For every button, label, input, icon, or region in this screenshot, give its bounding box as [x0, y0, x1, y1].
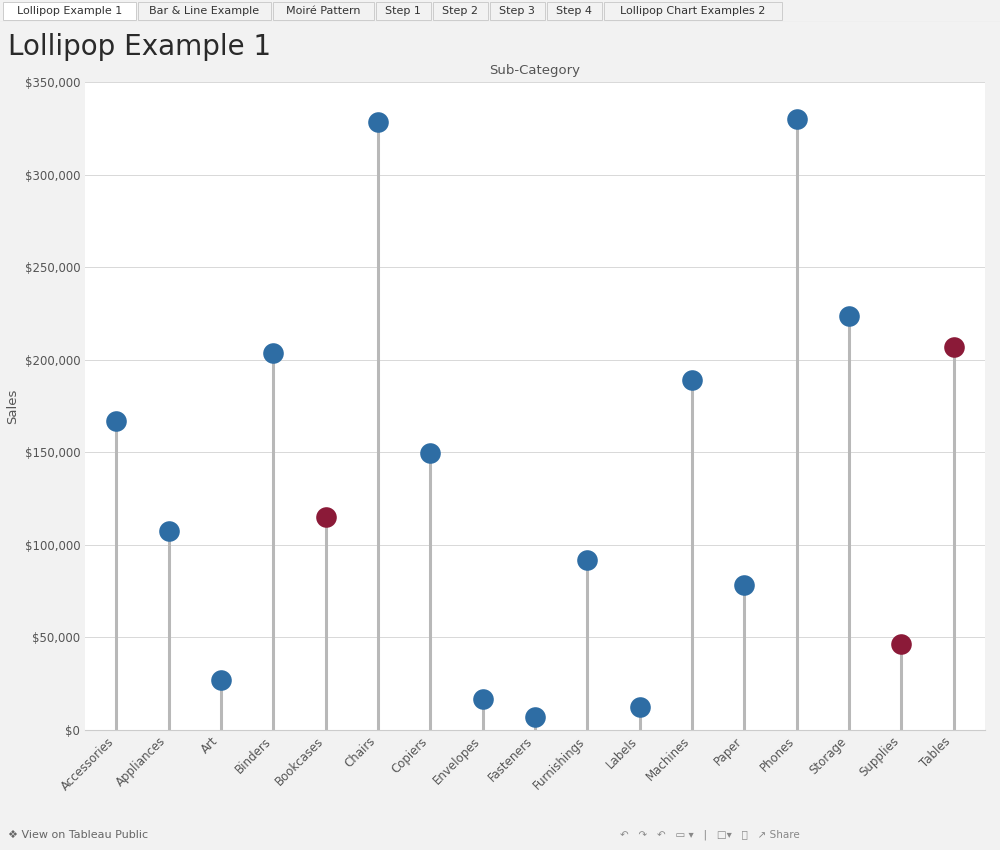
Text: Bar & Line Example: Bar & Line Example [149, 6, 260, 16]
Text: Lollipop Example 1: Lollipop Example 1 [8, 33, 271, 60]
Text: Lollipop Chart Examples 2: Lollipop Chart Examples 2 [620, 6, 765, 16]
Title: Sub-Category: Sub-Category [490, 64, 580, 76]
Bar [490, 2, 544, 20]
Point [108, 414, 124, 428]
Point [265, 347, 281, 360]
Bar [138, 2, 271, 20]
Point [527, 711, 543, 724]
Bar [376, 2, 430, 20]
Y-axis label: Sales: Sales [6, 388, 19, 423]
Point [789, 112, 805, 126]
Point [579, 553, 595, 567]
Point [370, 115, 386, 128]
Point [213, 673, 229, 687]
Bar [546, 2, 602, 20]
Point [475, 693, 491, 706]
Point [893, 637, 909, 650]
Text: Lollipop Example 1: Lollipop Example 1 [17, 6, 122, 16]
Bar [3, 2, 136, 20]
Bar [604, 2, 782, 20]
Point [632, 700, 648, 714]
Text: Step 4: Step 4 [556, 6, 592, 16]
Point [736, 578, 752, 592]
Text: Step 2: Step 2 [442, 6, 478, 16]
Point [318, 511, 334, 524]
Bar [432, 2, 488, 20]
Point [422, 446, 438, 460]
Bar [273, 2, 374, 20]
Text: Step 3: Step 3 [499, 6, 535, 16]
Text: Moiré Pattern: Moiré Pattern [286, 6, 360, 16]
Text: ❖ View on Tableau Public: ❖ View on Tableau Public [8, 830, 148, 840]
Point [841, 309, 857, 322]
Text: Step 1: Step 1 [385, 6, 421, 16]
Point [161, 524, 177, 538]
Point [684, 373, 700, 387]
Text: ↶   ↷   ↶   ▭ ▾   |   □▾   ⎘   ↗ Share: ↶ ↷ ↶ ▭ ▾ | □▾ ⎘ ↗ Share [620, 830, 800, 841]
Point [946, 340, 962, 354]
